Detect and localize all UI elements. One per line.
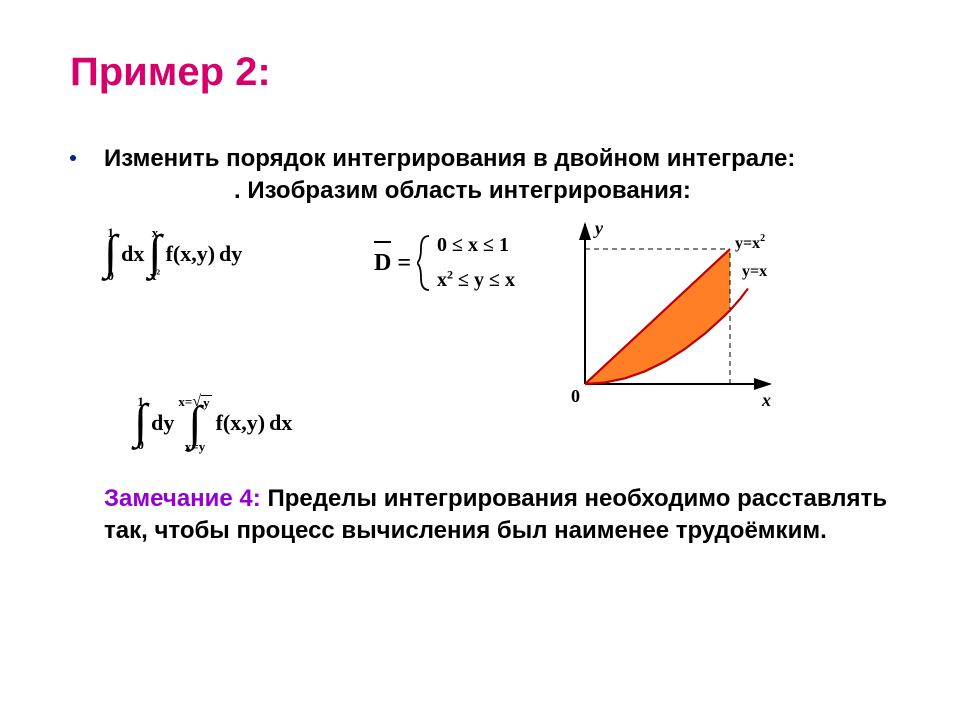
bullet-icon bbox=[70, 155, 76, 161]
svg-text:y=x: y=x bbox=[742, 263, 767, 280]
domain-conditions: 0 ≤ x ≤ 1 x2 ≤ y ≤ x bbox=[437, 232, 515, 294]
svg-text:y=x2: y=x2 bbox=[735, 233, 765, 252]
inner-diff-2: dx bbox=[269, 408, 292, 438]
outer-int-2: 1 ∫ 0 bbox=[134, 395, 147, 451]
integrand-1: f(x,y) bbox=[166, 239, 215, 269]
slide: Пример 2: Изменить порядок интегрировани… bbox=[0, 0, 960, 720]
domain-label: D bbox=[374, 247, 391, 279]
svg-text:y: y bbox=[593, 218, 604, 238]
domain-row-0: 0 ≤ x ≤ 1 bbox=[437, 232, 515, 259]
remark: Замечание 4: Пределы интегрирования необ… bbox=[104, 483, 890, 548]
svg-text:x: x bbox=[761, 390, 771, 410]
outer-int-1: 1 ∫ 0 bbox=[104, 226, 117, 282]
brace-icon bbox=[417, 234, 431, 292]
inner-diff-1: dy bbox=[219, 239, 242, 269]
domain-definition: D = 0 ≤ x ≤ 1 x2 ≤ y ≤ x bbox=[374, 232, 515, 294]
outer-diff-2: dy bbox=[151, 408, 174, 438]
inner-int-1: x ∫ x2 bbox=[148, 226, 161, 282]
slide-title: Пример 2: bbox=[70, 50, 890, 95]
body-row: Изменить порядок интегрирования в двойно… bbox=[70, 143, 890, 548]
integral-1: 1 ∫ 0 dx x ∫ x2 f(x,y) dy bbox=[104, 214, 304, 282]
domain-row-1: x2 ≤ y ≤ x bbox=[437, 267, 515, 294]
body-line-2: . Изобразим область интегрирования: bbox=[104, 175, 890, 207]
region-graph: 0 x y y=x2 y=x bbox=[545, 214, 785, 423]
remark-label: Замечание 4: bbox=[104, 485, 261, 512]
inner-int-2: x=√y ∫ x=y bbox=[178, 394, 211, 453]
body-line-1: Изменить порядок интегрирования в двойно… bbox=[104, 143, 890, 175]
outer-diff-1: dx bbox=[121, 239, 144, 269]
body-column: Изменить порядок интегрирования в двойно… bbox=[104, 143, 890, 548]
integrand-2: f(x,y) bbox=[216, 408, 265, 438]
equals-sign: = bbox=[397, 247, 411, 279]
svg-text:0: 0 bbox=[571, 386, 580, 406]
graph-svg: 0 x y y=x2 y=x bbox=[545, 214, 785, 414]
